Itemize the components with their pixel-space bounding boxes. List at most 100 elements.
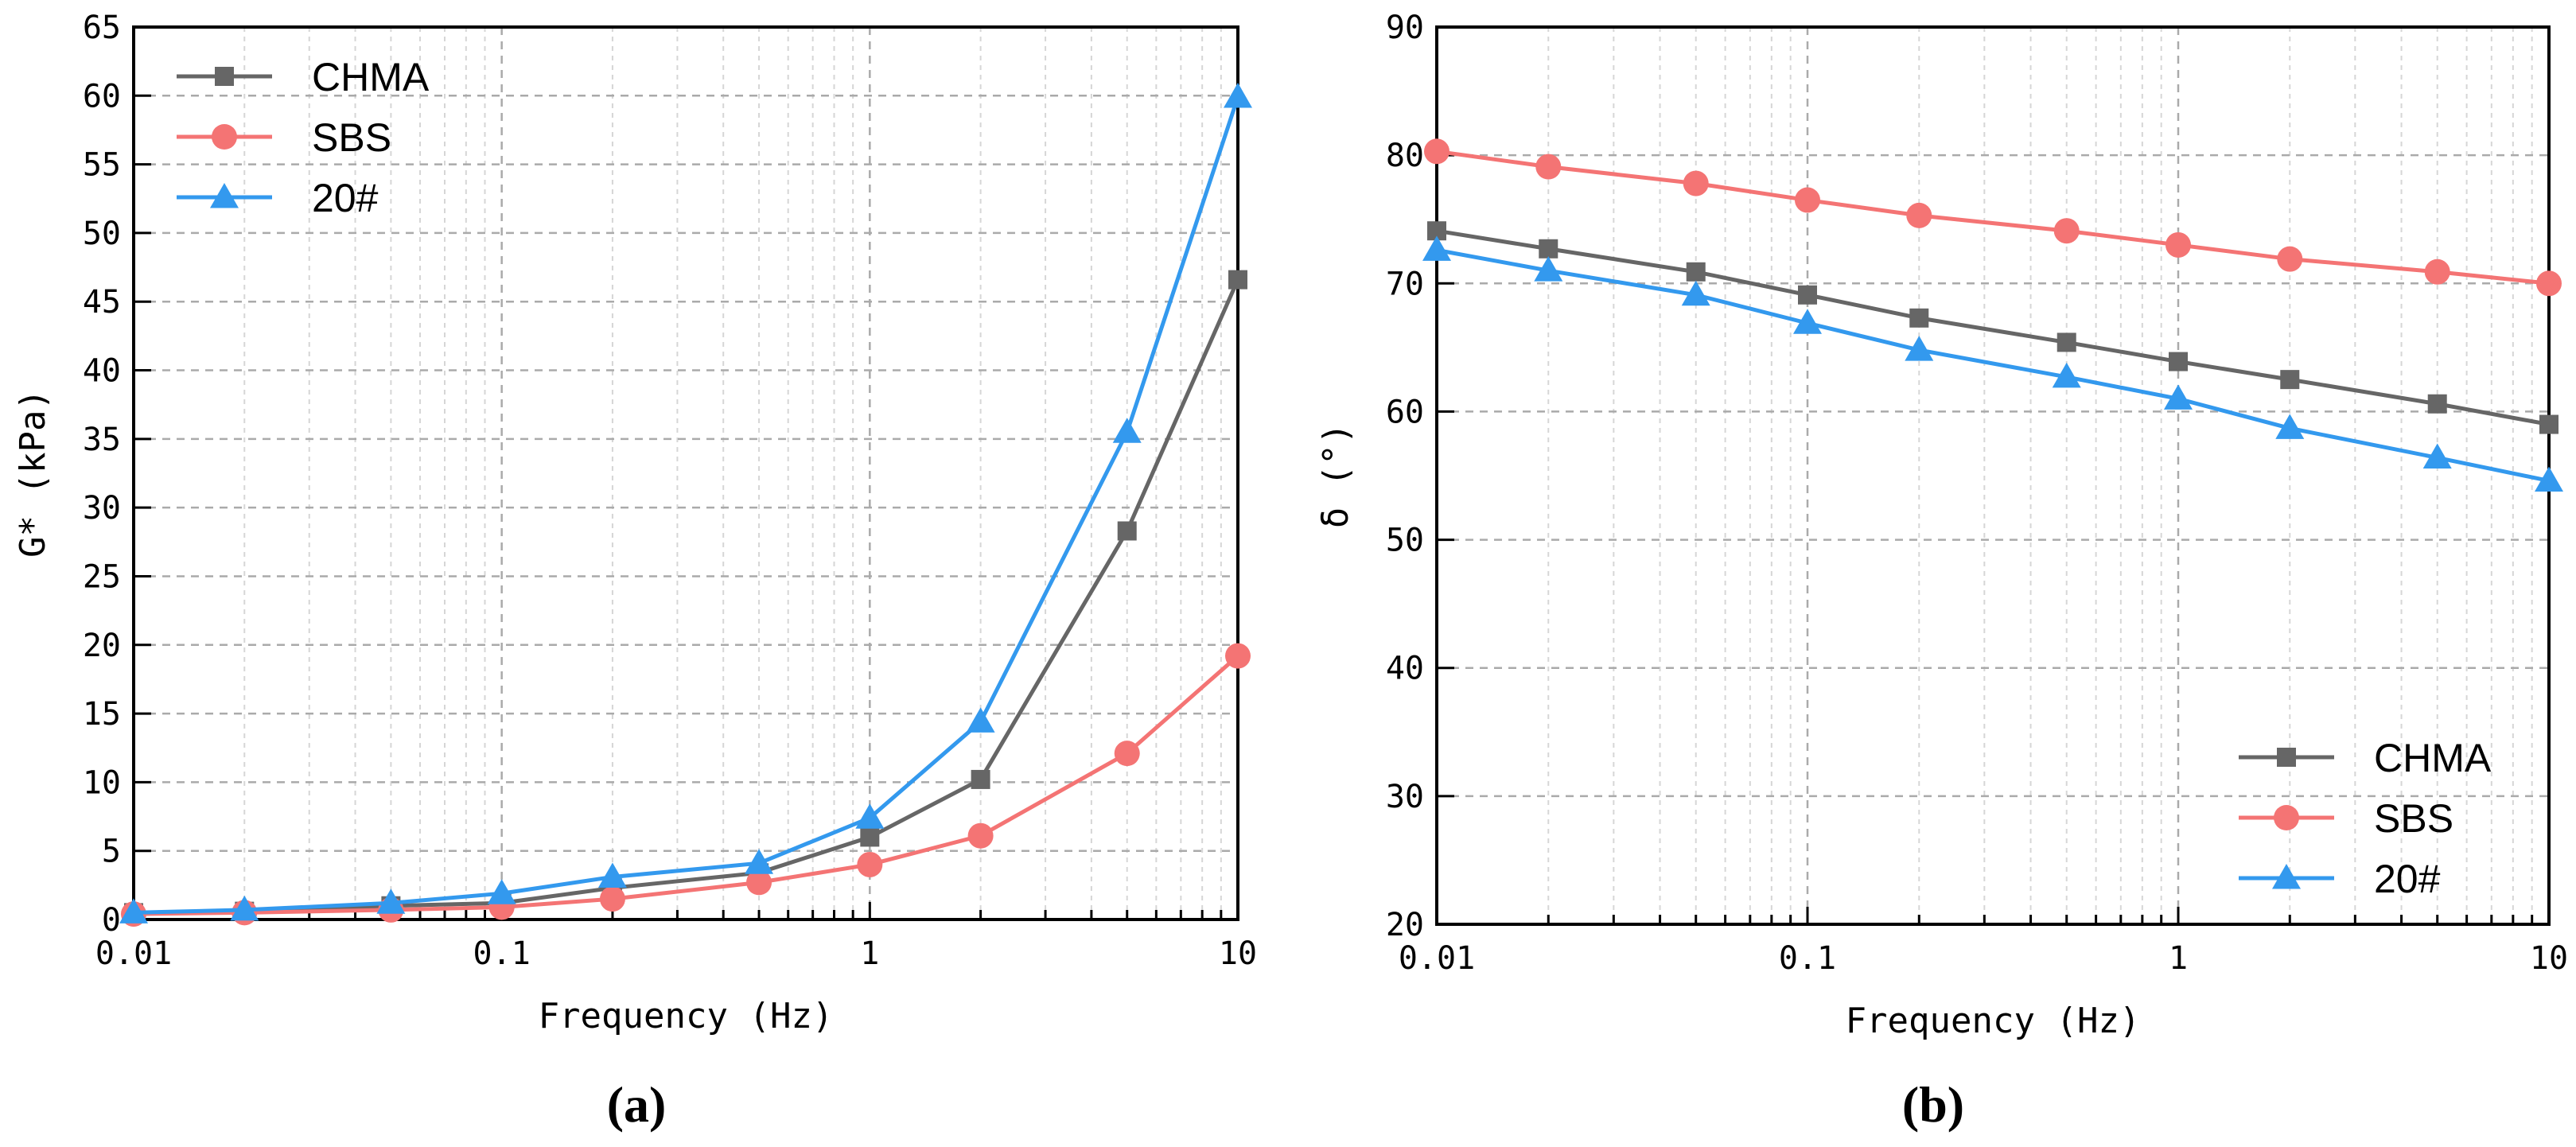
legend-label-SBS: SBS xyxy=(312,115,391,160)
y-tick-label: 60 xyxy=(1386,394,1424,430)
data-point-20# xyxy=(1793,309,1822,334)
data-point-20# xyxy=(1681,280,1710,306)
plot-frame xyxy=(1435,25,2551,926)
y-tick-label: 20 xyxy=(83,628,121,664)
chart-panel-a: 0.01 0.1 1 10 0 5 10 15 20 25 30 35 40 45 50 55 60 65 Freq… xyxy=(13,10,1257,1133)
data-point-20# xyxy=(2164,384,2193,410)
x-axis-title: Frequency (Hz) xyxy=(1846,1001,2141,1041)
legend-label-CHMA: CHMA xyxy=(312,55,430,99)
data-point-CHMA xyxy=(1117,521,1137,541)
data-point-CHMA xyxy=(1909,308,1929,328)
data-point-20# xyxy=(2275,414,2305,439)
data-point-SBS xyxy=(967,822,994,849)
x-axis-title: Frequency (Hz) xyxy=(539,996,834,1036)
y-tick-label: 30 xyxy=(1386,779,1424,815)
data-point-CHMA xyxy=(1228,270,1247,290)
data-point-SBS xyxy=(1683,170,1709,196)
data-point-SBS xyxy=(746,869,772,896)
data-point-SBS xyxy=(2424,259,2450,285)
x-tick-label: 0.01 xyxy=(1399,940,1475,977)
legend-marker-SBS xyxy=(2274,805,2299,830)
x-tick-label: 0.01 xyxy=(95,935,172,972)
data-point-CHMA xyxy=(2280,370,2300,390)
data-point-SBS xyxy=(2277,246,2303,272)
y-tick-label: 25 xyxy=(83,558,121,595)
data-point-SBS xyxy=(857,851,883,877)
data-point-20# xyxy=(1534,256,1563,282)
y-tick-label: 40 xyxy=(83,353,121,390)
y-tick-label: 65 xyxy=(83,10,121,46)
legend-marker-20# xyxy=(210,183,239,208)
legend-marker-CHMA xyxy=(2277,748,2296,767)
legend-marker-20# xyxy=(2272,864,2301,889)
plot-frame xyxy=(132,25,1239,921)
y-tick-label: 50 xyxy=(1386,523,1424,559)
y-axis-title: δ (°) xyxy=(1316,423,1356,528)
y-tick-label: 70 xyxy=(1386,266,1424,302)
x-tick-label: 1 xyxy=(860,935,879,972)
data-point-20# xyxy=(376,888,406,914)
x-tick-label: 10 xyxy=(1219,935,1257,972)
series-line-CHMA xyxy=(133,278,1240,915)
series-line-CHMA xyxy=(1436,228,2550,427)
data-point-20# xyxy=(1112,418,1142,443)
data-point-SBS xyxy=(2053,218,2080,244)
data-point-SBS xyxy=(2536,270,2562,297)
y-axis-title: G* (kPa) xyxy=(13,389,53,558)
data-point-20# xyxy=(230,895,259,921)
x-tick-label: 0.1 xyxy=(1779,940,1836,977)
panel-label: (b) xyxy=(1902,1076,1964,1133)
data-point-20# xyxy=(2422,443,2452,469)
y-tick-label: 45 xyxy=(83,284,121,321)
x-tick-label: 1 xyxy=(2169,940,2188,977)
series-line-SBS xyxy=(1436,149,2550,286)
data-point-CHMA xyxy=(971,769,990,789)
data-point-SBS xyxy=(2165,231,2191,258)
y-tick-label: 50 xyxy=(83,216,121,252)
data-point-20# xyxy=(966,707,995,733)
series-line-20# xyxy=(1436,247,2550,483)
data-point-CHMA xyxy=(2539,414,2558,434)
y-tick-label: 10 xyxy=(83,764,121,801)
legend-marker-SBS xyxy=(212,124,237,150)
data-point-CHMA xyxy=(860,827,880,847)
x-tick-label: 0.1 xyxy=(473,935,531,972)
data-point-CHMA xyxy=(1686,262,1706,282)
y-tick-label: 0 xyxy=(102,902,121,939)
data-point-CHMA xyxy=(1798,285,1817,305)
data-point-20# xyxy=(597,862,627,888)
data-point-CHMA xyxy=(2427,394,2447,414)
data-point-SBS xyxy=(1114,741,1140,767)
y-tick-label: 90 xyxy=(1386,10,1424,46)
chart-panel-b: 0.01 0.1 1 10 20 30 40 50 60 70 80 90 Frequency (Hz)… xyxy=(1316,10,2568,1133)
y-tick-label: 20 xyxy=(1386,907,1424,943)
y-tick-label: 80 xyxy=(1386,138,1424,174)
data-point-20# xyxy=(2535,466,2563,492)
data-point-20# xyxy=(1905,336,1934,361)
data-point-CHMA xyxy=(2169,352,2188,371)
data-point-SBS xyxy=(1535,154,1562,180)
data-point-20# xyxy=(2052,362,2081,388)
data-point-SBS xyxy=(1424,138,1449,165)
series-line-20# xyxy=(133,96,1240,915)
data-point-CHMA xyxy=(1539,239,1558,259)
data-point-SBS xyxy=(1906,202,1932,228)
data-point-20# xyxy=(487,879,516,904)
y-tick-label: 35 xyxy=(83,422,121,458)
legend-label-CHMA: CHMA xyxy=(2374,736,2492,780)
y-tick-label: 55 xyxy=(83,147,121,184)
data-point-CHMA xyxy=(2057,332,2076,352)
data-point-20# xyxy=(119,898,148,923)
data-point-20# xyxy=(745,849,774,874)
data-point-20# xyxy=(1224,83,1252,108)
panel-label: (a) xyxy=(607,1076,667,1133)
y-tick-label: 40 xyxy=(1386,651,1424,687)
legend-marker-CHMA xyxy=(215,67,234,86)
y-tick-label: 15 xyxy=(83,696,121,733)
data-point-SBS xyxy=(1795,187,1820,213)
y-tick-label: 5 xyxy=(102,834,121,870)
data-point-SBS xyxy=(1225,643,1251,669)
data-point-20# xyxy=(855,803,885,829)
series-line-SBS xyxy=(133,654,1239,916)
